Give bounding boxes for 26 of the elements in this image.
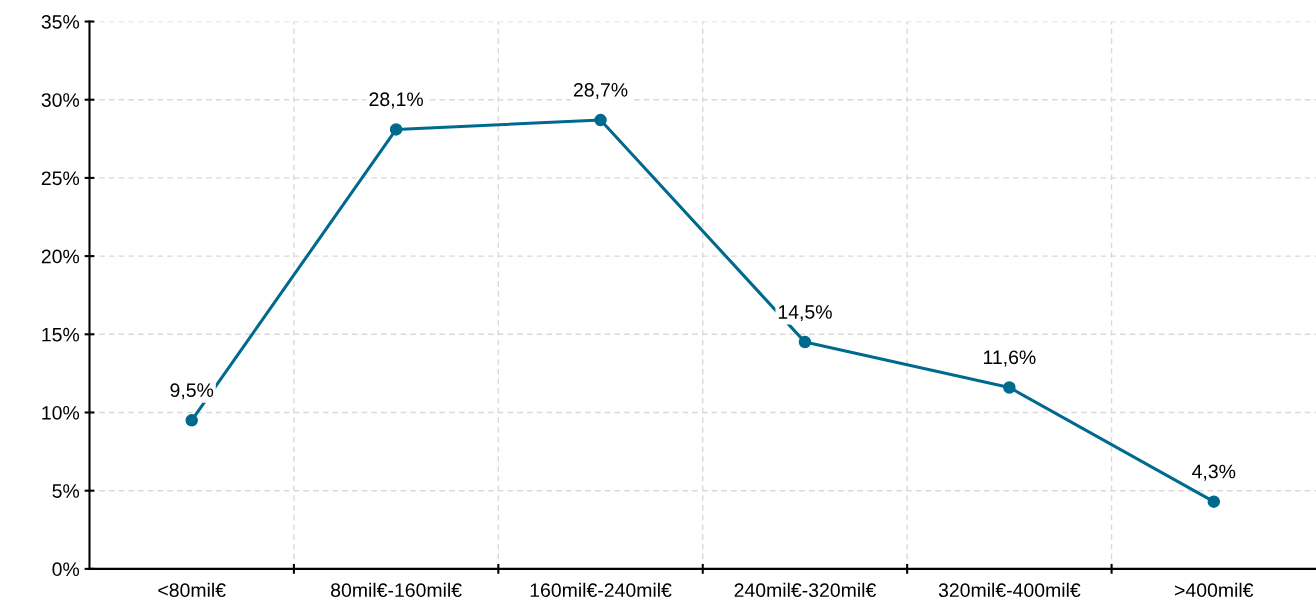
y-tick-label: 35% — [41, 14, 80, 29]
y-tick-label: 5% — [52, 484, 80, 498]
y-tick-label: 0% — [52, 562, 80, 577]
point — [798, 335, 812, 349]
x-tick-label: 80mil€-160mil€ — [331, 582, 462, 598]
x-tick-label: 160mil€-240mil€ — [530, 582, 672, 598]
y-tick-label: 25% — [41, 171, 80, 186]
point — [389, 123, 403, 136]
y-tick-label: 10% — [42, 405, 80, 420]
point — [594, 113, 607, 127]
data-label: 14,5% — [778, 305, 832, 322]
point — [1207, 495, 1221, 508]
point — [185, 414, 198, 427]
x-tick-label: <80mil€ — [158, 582, 226, 598]
x-tick-label: >400mil€ — [1175, 582, 1254, 598]
data-label: 4,3% — [1192, 464, 1236, 481]
y-tick-label: 20% — [41, 249, 80, 264]
data-label: 11,6% — [984, 350, 1036, 367]
x-tick-label: 240mil€-320mil€ — [734, 582, 877, 598]
y-tick-label: 15% — [42, 327, 80, 342]
data-label: 28,7% — [573, 82, 628, 100]
data-label: 9,5% — [170, 383, 214, 400]
y-tick-label: 30% — [41, 93, 80, 107]
point — [1003, 381, 1016, 394]
data-label: 28,1% — [369, 92, 423, 109]
x-tick-label: 320mil€-400mil€ — [938, 582, 1081, 598]
